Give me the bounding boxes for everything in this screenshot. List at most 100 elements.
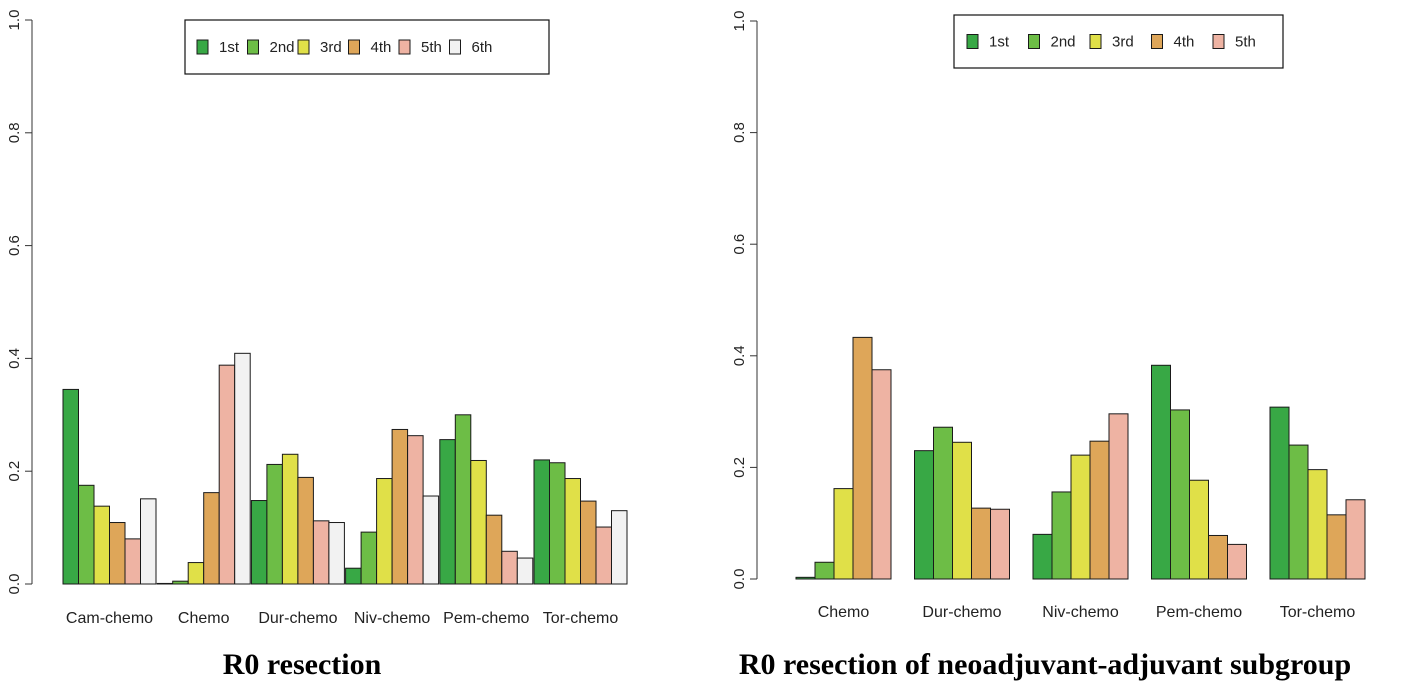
bar-dur-chemo-5th xyxy=(990,508,1010,580)
bar-dur-chemo-5th xyxy=(312,520,330,585)
legend-swatch-6th xyxy=(449,39,461,55)
chart-title: R0 resection xyxy=(223,648,382,681)
bar-chemo-2nd xyxy=(814,561,835,580)
bar-dur-chemo-3rd xyxy=(952,441,972,580)
legend: 1st 2nd 3rd 4th 5th xyxy=(953,14,1284,69)
bar-tor-chemo-3rd xyxy=(1307,469,1328,580)
bar-tor-chemo-4th xyxy=(1326,514,1347,580)
bar-pem-chemo-5th xyxy=(1227,543,1247,580)
y-tick-label: 0.8 xyxy=(6,122,23,143)
y-tick-label: 0.0 xyxy=(6,574,23,595)
legend-swatch-5th xyxy=(398,39,411,55)
bar-cam-chemo-4th xyxy=(109,522,126,585)
bar-chemo-3rd xyxy=(833,488,854,580)
y-tick-label: 0.6 xyxy=(731,234,748,255)
bar-pem-chemo-1st xyxy=(439,439,456,585)
bar-cam-chemo-1st xyxy=(62,388,79,585)
legend-swatch-2nd xyxy=(1028,34,1040,49)
legend-label-3rd: 3rd xyxy=(320,39,342,56)
bar-dur-chemo-2nd xyxy=(266,463,283,585)
legend-swatch-3rd xyxy=(297,39,310,55)
y-tick-label: 1.0 xyxy=(731,11,748,32)
bar-pem-chemo-2nd xyxy=(1170,409,1190,580)
legend-label-2nd: 2nd xyxy=(270,39,295,56)
bar-tor-chemo-6th xyxy=(611,510,628,585)
category-label: Dur-chemo xyxy=(258,610,337,627)
chart-title: R0 resection of neoadjuvant-adjuvant sub… xyxy=(739,648,1351,681)
legend-swatch-5th xyxy=(1212,34,1225,49)
y-tick-label: 0.2 xyxy=(6,461,23,482)
category-label: Niv-chemo xyxy=(1042,604,1119,621)
bar-pem-chemo-5th xyxy=(501,550,518,585)
bar-niv-chemo-1st xyxy=(345,567,362,585)
bar-niv-chemo-4th xyxy=(391,428,409,585)
y-axis: 0.0 0.2 0.4 0.6 0.8 1.0 xyxy=(6,10,33,595)
bar-chemo-4th xyxy=(203,492,220,585)
bar-niv-chemo-5th xyxy=(1108,413,1129,580)
bar-niv-chemo-2nd xyxy=(360,531,378,585)
bar-niv-chemo-6th xyxy=(422,495,440,585)
legend-swatch-1st xyxy=(196,39,209,55)
bar-pem-chemo-6th xyxy=(516,557,534,585)
bar-cam-chemo-5th xyxy=(124,538,141,585)
bar-dur-chemo-4th xyxy=(971,507,991,580)
category-label: Pem-chemo xyxy=(443,610,529,627)
legend-label-1st: 1st xyxy=(989,34,1010,51)
bar-chemo-1st xyxy=(156,582,174,585)
legend-label-4th: 4th xyxy=(1174,34,1195,51)
legend-label-2nd: 2nd xyxy=(1051,34,1076,51)
bar-tor-chemo-1st xyxy=(533,459,550,585)
legend-swatch-1st xyxy=(966,34,979,49)
bar-niv-chemo-5th xyxy=(407,435,424,585)
bar-chemo-2nd xyxy=(172,580,189,585)
bar-cam-chemo-2nd xyxy=(78,484,95,585)
y-tick-label: 0.4 xyxy=(6,348,23,369)
bar-tor-chemo-4th xyxy=(580,500,597,585)
bar-dur-chemo-4th xyxy=(297,476,314,585)
category-label: Chemo xyxy=(818,604,870,621)
category-label: Tor-chemo xyxy=(543,610,619,627)
legend-swatch-4th xyxy=(348,39,360,55)
legend-label-5th: 5th xyxy=(421,39,442,56)
bar-dur-chemo-1st xyxy=(250,500,268,585)
bar-pem-chemo-1st xyxy=(1151,364,1171,580)
category-label: Tor-chemo xyxy=(1280,604,1356,621)
bar-chemo-5th xyxy=(218,364,236,585)
y-tick-label: 0.4 xyxy=(731,345,748,366)
bar-dur-chemo-3rd xyxy=(281,453,299,585)
bar-cam-chemo-3rd xyxy=(93,505,110,585)
bar-chemo-6th xyxy=(234,352,251,585)
bar-dur-chemo-1st xyxy=(914,450,934,580)
legend-label-6th: 6th xyxy=(472,39,493,56)
bar-chemo-4th xyxy=(852,336,873,580)
bar-tor-chemo-5th xyxy=(1345,499,1366,580)
bar-pem-chemo-2nd xyxy=(454,414,472,585)
legend-swatch-4th xyxy=(1151,34,1163,49)
category-label: Pem-chemo xyxy=(1156,604,1242,621)
y-tick-label: 0.2 xyxy=(731,457,748,478)
panel-r0-resection: 0.0 0.2 0.4 0.6 0.8 1.0 Cam-chemo Chemo Dur-che… xyxy=(6,10,628,681)
category-label: Niv-chemo xyxy=(354,610,431,627)
legend: 1st 2nd 3rd 4th 5th 6th xyxy=(184,19,550,75)
bar-niv-chemo-1st xyxy=(1032,533,1053,580)
category-label: Cam-chemo xyxy=(66,610,153,627)
bar-chemo-3rd xyxy=(187,562,205,585)
y-tick-label: 1.0 xyxy=(6,10,23,31)
bar-tor-chemo-5th xyxy=(595,526,612,585)
legend-label-1st: 1st xyxy=(219,39,240,56)
bar-dur-chemo-2nd xyxy=(933,426,953,580)
bar-pem-chemo-3rd xyxy=(1189,479,1209,580)
legend-box xyxy=(953,14,1284,69)
bar-cam-chemo-6th xyxy=(140,498,157,585)
bar-chemo-5th xyxy=(871,369,892,580)
y-tick-label: 0.6 xyxy=(6,235,23,256)
bar-chemo-1st xyxy=(795,576,816,580)
category-labels: Cam-chemo Chemo Dur-chemo Niv-chemo Pem-chem… xyxy=(66,610,618,627)
legend-label-4th: 4th xyxy=(371,39,392,56)
bar-pem-chemo-4th xyxy=(485,514,503,585)
category-label: Chemo xyxy=(178,610,230,627)
y-tick-label: 0.0 xyxy=(731,569,748,590)
bar-niv-chemo-3rd xyxy=(376,478,393,585)
legend-label-3rd: 3rd xyxy=(1112,34,1134,51)
